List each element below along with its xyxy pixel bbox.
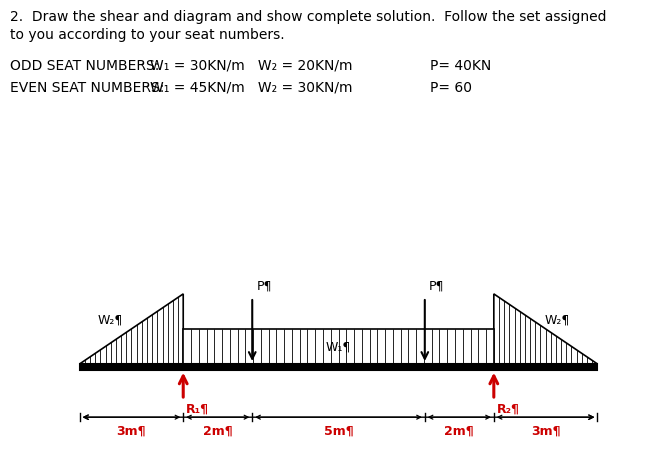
Polygon shape <box>183 330 494 364</box>
Bar <box>79 364 598 370</box>
Text: ODD SEAT NUMBERS:: ODD SEAT NUMBERS: <box>10 59 159 73</box>
Text: W₂¶: W₂¶ <box>545 314 570 327</box>
Text: 2m¶: 2m¶ <box>445 425 474 438</box>
Text: R₁¶: R₁¶ <box>186 402 209 415</box>
Text: W₁ = 45KN/m   W₂ = 30KN/m: W₁ = 45KN/m W₂ = 30KN/m <box>150 81 352 95</box>
Text: 3m¶: 3m¶ <box>117 425 146 438</box>
Text: W₂¶: W₂¶ <box>98 314 124 327</box>
Polygon shape <box>494 294 598 364</box>
Text: to you according to your seat numbers.: to you according to your seat numbers. <box>10 28 284 42</box>
Text: P= 40KN: P= 40KN <box>430 59 492 73</box>
Text: 2m¶: 2m¶ <box>203 425 232 438</box>
Text: P= 60: P= 60 <box>430 81 472 95</box>
Text: 3m¶: 3m¶ <box>531 425 561 438</box>
Text: R₂¶: R₂¶ <box>497 402 519 415</box>
Polygon shape <box>79 294 183 364</box>
Text: P¶: P¶ <box>429 280 445 293</box>
Text: 5m¶: 5m¶ <box>324 425 353 438</box>
Text: 2.  Draw the shear and diagram and show complete solution.  Follow the set assig: 2. Draw the shear and diagram and show c… <box>10 10 607 24</box>
Text: W₁ = 30KN/m   W₂ = 20KN/m: W₁ = 30KN/m W₂ = 20KN/m <box>150 59 352 73</box>
Text: W₁¶: W₁¶ <box>326 340 351 353</box>
Text: P¶: P¶ <box>256 280 272 293</box>
Text: EVEN SEAT NUMBERS:: EVEN SEAT NUMBERS: <box>10 81 164 95</box>
